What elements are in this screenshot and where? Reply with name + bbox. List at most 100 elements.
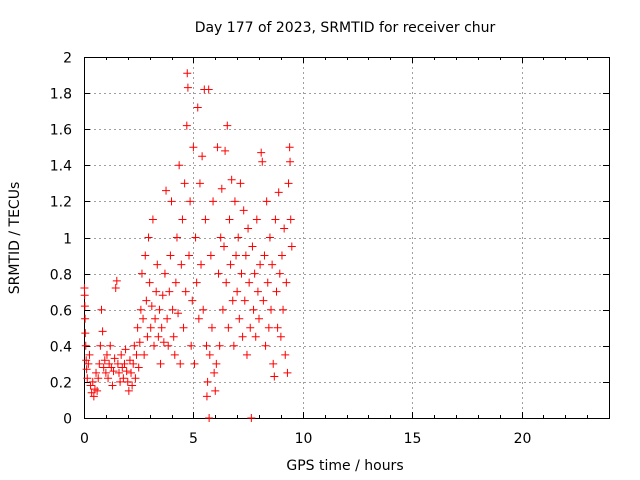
y-tick-label: 1 [63,232,72,248]
data-point [277,251,286,260]
data-point [272,287,281,296]
data-point [165,287,174,296]
data-point [135,338,144,347]
data-point [96,341,105,350]
x-tick-label: 5 [189,431,198,447]
data-point [89,392,98,401]
data-point [183,83,192,92]
data-point [217,184,226,193]
data-point [234,233,243,242]
y-axis-label: SRMTID / TECUs [7,182,23,295]
data-point [248,242,257,251]
data-point [214,269,223,278]
data-point [169,332,178,341]
data-point [171,278,180,287]
data-point [157,323,166,332]
data-point [283,368,292,377]
data-point [199,305,208,314]
data-point [242,350,251,359]
data-point [230,197,239,206]
data-point [182,121,191,130]
data-point [175,161,184,170]
data-point [120,359,129,368]
data-point [172,233,181,242]
data-point [180,179,189,188]
data-point [159,338,168,347]
y-tick-label: 0.6 [50,304,72,320]
data-point [179,323,188,332]
data-point [240,296,249,305]
data-point [274,188,283,197]
data-point [164,341,173,350]
data-point [144,233,153,242]
data-point [110,354,119,363]
data-point [140,350,149,359]
data-point [226,260,235,269]
data-point [267,305,276,314]
x-tick-label: 0 [80,431,89,447]
data-point [125,356,134,365]
data-point [187,341,196,350]
data-point [222,278,231,287]
data-point [260,251,269,260]
chart-title: Day 177 of 2023, SRMTID for receiver chu… [195,20,496,36]
data-point [210,368,219,377]
data-point [211,386,220,395]
data-point [105,359,114,368]
data-point [188,296,197,305]
data-point [98,327,107,336]
data-point [233,287,242,296]
data-point [213,143,222,152]
data-point [201,215,210,224]
data-point [119,374,128,383]
data-point [101,368,110,377]
data-point [265,233,274,242]
data-point [255,314,263,323]
data-point [253,287,262,296]
data-point [250,269,259,278]
data-point [275,269,284,278]
data-points [80,69,296,422]
data-point [220,242,228,251]
data-point [95,359,104,368]
data-point [273,323,282,332]
data-point [197,260,206,269]
y-tick-labels: 0 0.2 0.4 0.6 0.8 1 1.2 1.4 1.6 1.8 2 [50,51,72,428]
data-point [136,305,145,314]
data-point [228,296,237,305]
data-point [191,233,200,242]
y-tick-label: 1.2 [50,195,72,211]
data-point [241,251,250,260]
data-point [102,350,111,359]
y-tick-label: 1.6 [50,123,72,139]
data-point [209,197,218,206]
data-point [162,186,171,195]
data-point [145,278,154,287]
data-point [261,341,270,350]
data-point [232,251,241,260]
data-point [284,179,293,188]
x-tick-label: 10 [295,431,313,447]
data-point [185,251,193,260]
data-point [131,374,140,383]
data-point [127,368,136,377]
data-point [111,284,120,293]
data-point [183,69,192,78]
data-point [229,341,238,350]
x-axis-label: GPS time / hours [286,458,403,474]
data-point [258,157,267,166]
data-point [264,323,273,332]
data-point [106,341,115,350]
data-point [239,206,248,215]
data-point [104,374,113,383]
data-point [115,368,123,377]
data-point [251,332,260,341]
data-point [224,323,233,332]
data-point [207,323,216,332]
data-point [202,341,211,350]
data-point [151,314,160,323]
data-point [123,377,132,386]
data-point [139,314,148,323]
data-point [178,215,187,224]
data-point [193,103,202,112]
